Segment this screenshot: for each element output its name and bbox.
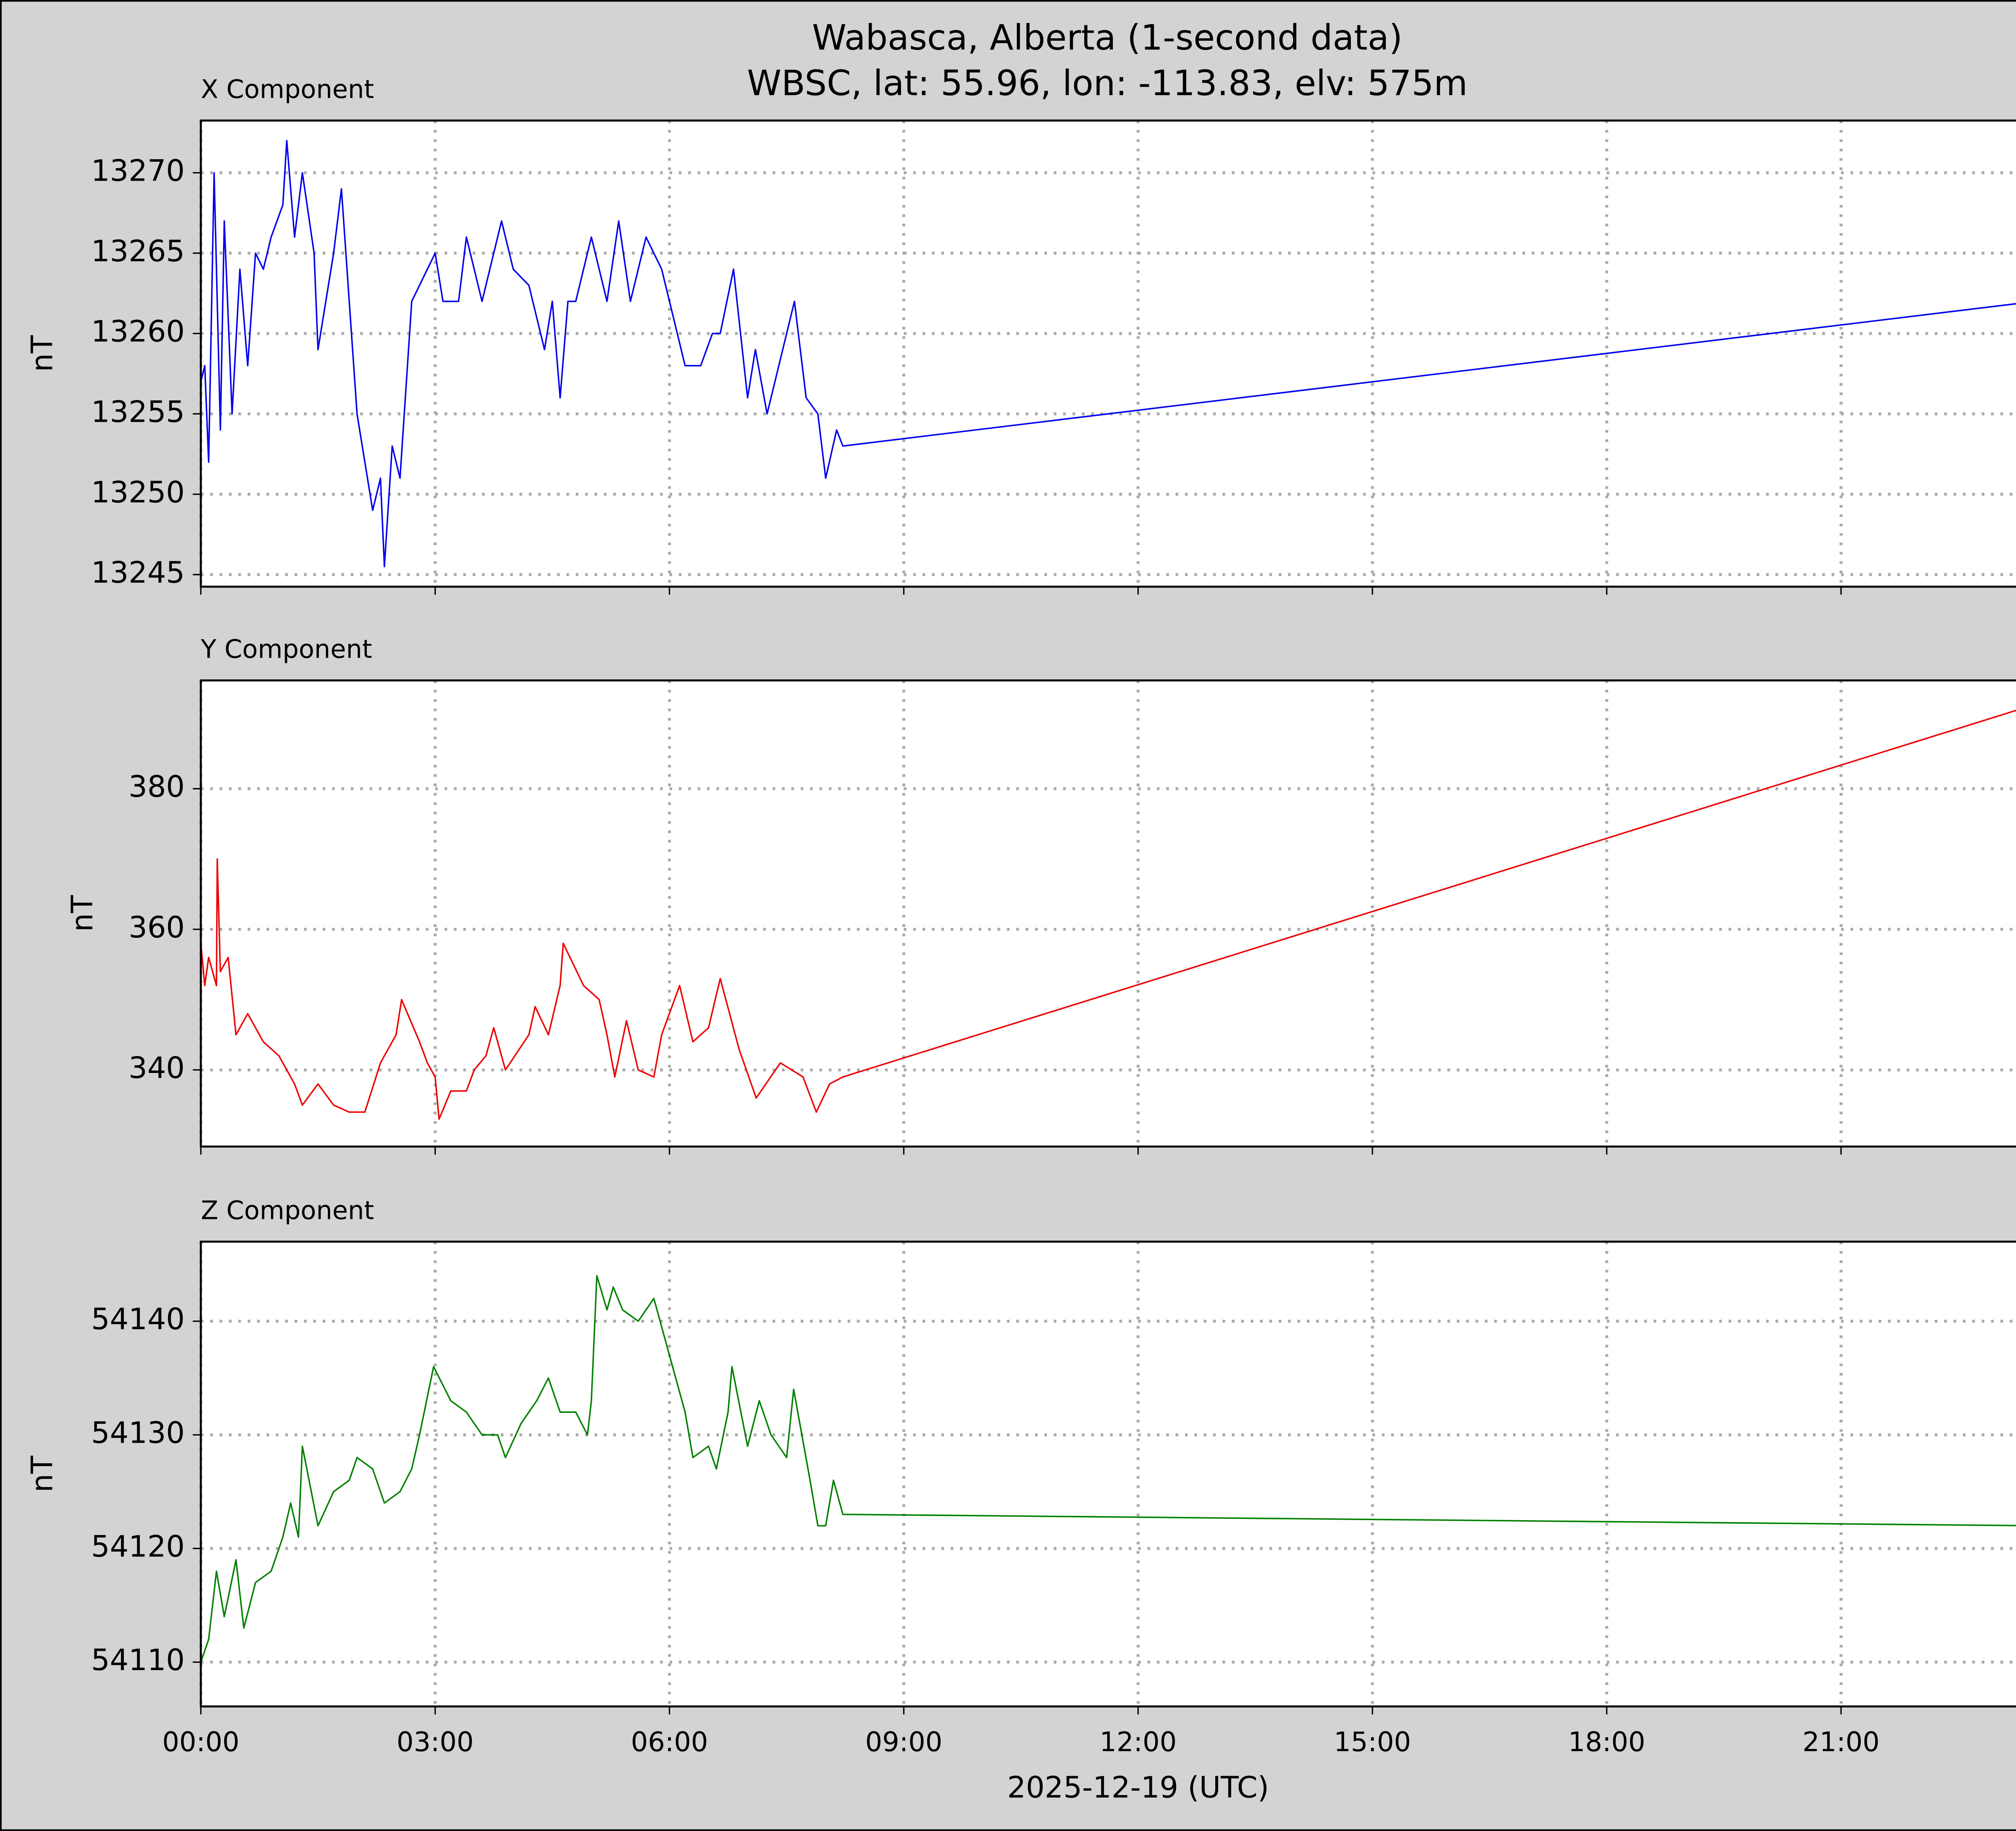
panel-title: X Component (201, 74, 374, 104)
data-line (200, 710, 2016, 1120)
panel-title: Z Component (201, 1195, 374, 1225)
plot-frame (200, 679, 2016, 1148)
y-axis-label: nT (25, 335, 60, 372)
y-tick-label: 54120 (91, 1529, 185, 1564)
x-tick-label: 15:00 (1334, 1726, 1411, 1758)
y-tick-label: 340 (129, 1051, 185, 1085)
x-tick-label: 03:00 (397, 1726, 474, 1758)
y-tick-label: 360 (129, 910, 185, 945)
x-tick-label: 21:00 (1802, 1726, 1879, 1758)
y-tick-label: 13270 (91, 154, 185, 188)
y-tick-label: 13260 (91, 315, 185, 349)
plot-area (201, 1241, 2016, 1707)
y-tick-label: 54110 (91, 1643, 185, 1677)
y-tick-label: 13245 (91, 556, 185, 590)
y-axis-label: nT (25, 1456, 60, 1492)
x-tick-label: 09:00 (865, 1726, 942, 1758)
x-tick-label: 12:00 (1100, 1726, 1177, 1758)
figure-subtitle: WBSC, lat: 55.96, lon: -113.83, elv: 575… (747, 63, 1468, 104)
y-tick-label: 380 (129, 770, 185, 804)
y-tick-label: 13255 (91, 395, 185, 429)
plot-area (201, 120, 2016, 587)
plot-frame (200, 119, 2016, 588)
y-tick-label: 54130 (91, 1416, 185, 1450)
y-axis-label: nT (65, 895, 100, 932)
panel-title: Y Component (200, 634, 372, 664)
x-tick-label: 06:00 (631, 1726, 708, 1758)
data-line (200, 140, 2016, 567)
x-tick-label: 18:00 (1568, 1726, 1645, 1758)
y-tick-label: 54140 (91, 1302, 185, 1337)
plot-area (201, 680, 2016, 1147)
plot-frame (200, 1240, 2016, 1708)
x-axis-label: 2025-12-19 (UTC) (1007, 1771, 1269, 1805)
y-tick-label: 13265 (91, 234, 185, 269)
data-line (200, 1275, 2016, 1662)
figure-title: Wabasca, Alberta (1-second data) (812, 18, 1403, 58)
y-tick-label: 13250 (91, 475, 185, 510)
x-tick-label: 00:00 (162, 1726, 239, 1758)
